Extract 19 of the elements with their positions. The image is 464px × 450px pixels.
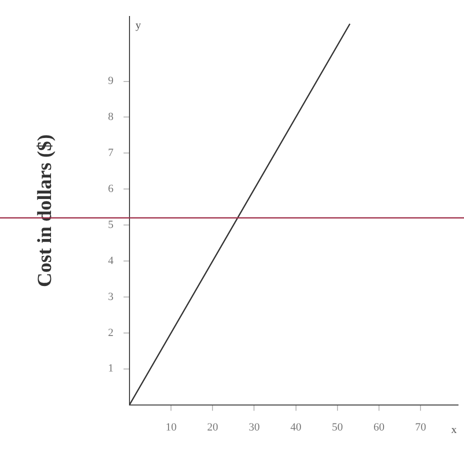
- y-tick-label: 4: [108, 254, 114, 267]
- y-axis-title: Cost in dollars ($): [34, 134, 56, 288]
- y-tick-label: 9: [108, 75, 114, 88]
- y-tick-label: 3: [108, 290, 114, 303]
- y-tick-label: 6: [108, 183, 114, 196]
- x-tick-label: 10: [166, 421, 178, 434]
- x-axis-title: x: [451, 424, 458, 436]
- y-tick-label: 2: [108, 326, 114, 339]
- y-tick-label: 7: [108, 147, 114, 160]
- x-tick-label: 50: [332, 421, 344, 434]
- y-tick-label: 1: [108, 362, 114, 375]
- y-tick-label: 8: [108, 111, 114, 124]
- y-tick-label: 5: [108, 218, 114, 231]
- x-tick-label: 20: [207, 421, 219, 434]
- annotation: y: [136, 20, 142, 32]
- x-tick-label: 70: [415, 421, 427, 434]
- x-tick-label: 40: [290, 421, 302, 434]
- x-tick-label: 30: [248, 421, 260, 434]
- x-tick-label: 60: [373, 421, 385, 434]
